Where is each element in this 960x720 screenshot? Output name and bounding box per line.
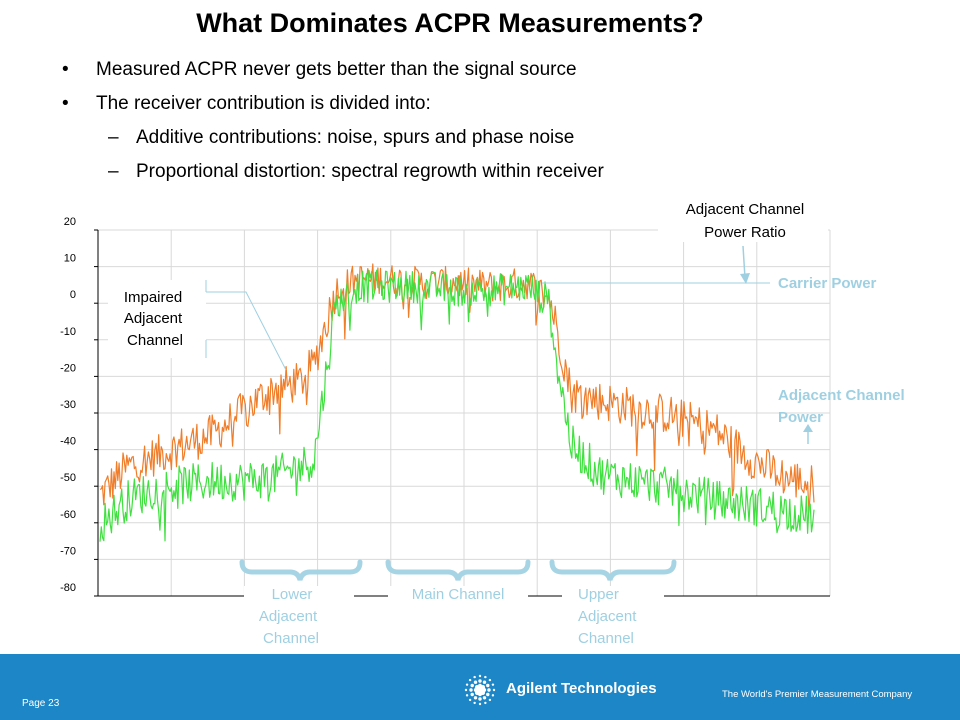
- y-tick-label: -50: [60, 472, 76, 484]
- acpr-callout: Adjacent Channel Power Ratio Carrier Pow…: [542, 196, 877, 292]
- spectrum-trace-0: [99, 263, 815, 513]
- impaired-label-line3: Channel: [127, 332, 183, 349]
- spark-dot: [491, 694, 495, 697]
- bullet-item: • Measured ACPR never gets better than t…: [62, 58, 922, 92]
- bullet-text: Measured ACPR never gets better than the…: [96, 59, 577, 80]
- acp-callout: Adjacent Channel Power: [778, 387, 905, 444]
- footer-tagline: The World's Premier Measurement Company: [722, 689, 913, 700]
- carrier-power-label: Carrier Power: [778, 275, 877, 292]
- spark-dot: [488, 698, 492, 702]
- spark-dot: [465, 683, 469, 686]
- acp-label-line1: Adjacent Channel: [778, 387, 905, 404]
- spark-dot: [486, 683, 490, 688]
- y-tick-label: -70: [60, 545, 76, 557]
- y-axis-ticks: 20 10 0 -10 -20 -30 -40 -50 -60 -70 -80: [60, 216, 98, 597]
- y-tick-label: -60: [60, 509, 76, 521]
- agilent-spark-icon: [464, 674, 496, 706]
- upper-adjacent-line3: Channel: [578, 630, 634, 647]
- impaired-callout: Impaired Adjacent Channel: [108, 280, 287, 371]
- spark-dot: [473, 701, 476, 705]
- channel-labels: Lower Adjacent Channel Main Channel Uppe…: [259, 586, 637, 647]
- y-tick-label: 10: [64, 253, 76, 265]
- main-channel-label: Main Channel: [412, 586, 505, 603]
- spark-dot: [478, 697, 482, 701]
- spark-dot: [470, 692, 474, 697]
- upper-adjacent-brace: [549, 559, 677, 581]
- page-number: Page 23: [22, 698, 60, 709]
- acpr-arrow-head: [740, 273, 750, 284]
- spark-dot: [473, 675, 476, 679]
- brand-name: Agilent Technologies: [506, 680, 657, 697]
- spark-dot: [488, 678, 492, 682]
- footer-bar: Page 23 Agilent Technologies The World's…: [0, 654, 960, 720]
- spark-dot: [491, 683, 495, 686]
- spectrum-trace-1: [99, 269, 815, 542]
- bullet-mark: •: [62, 93, 69, 114]
- lower-label-bg: [244, 586, 354, 648]
- spark-dot: [478, 679, 482, 683]
- spark-dot: [473, 696, 478, 700]
- lower-adjacent-line2: Adjacent: [259, 608, 318, 625]
- y-tick-label: 0: [70, 289, 76, 301]
- spark-center: [477, 687, 483, 693]
- channel-braces: [239, 559, 677, 581]
- spark-dot: [482, 680, 487, 684]
- y-tick-label: 20: [64, 216, 76, 228]
- bullet-mark: •: [62, 59, 69, 80]
- slide-title: What Dominates ACPR Measurements?: [196, 8, 704, 38]
- chart-grid: [97, 229, 831, 597]
- sub-bullet-text: Proportional distortion: spectral regrow…: [136, 161, 604, 182]
- spark-dot: [468, 678, 472, 682]
- impaired-label-line2: Adjacent: [124, 310, 183, 327]
- spark-dot: [465, 694, 469, 697]
- spark-dot: [469, 688, 473, 692]
- spark-dot: [484, 701, 487, 705]
- bullet-list: • Measured ACPR never gets better than t…: [62, 58, 922, 194]
- sub-bullet-item: – Additive contributions: noise, spurs a…: [62, 126, 922, 160]
- acpr-label-line2: Power Ratio: [704, 224, 786, 241]
- impaired-label-line1: Impaired: [124, 289, 182, 306]
- sub-bullet-text: Additive contributions: noise, spurs and…: [136, 127, 575, 148]
- sub-bullet-mark: –: [108, 161, 119, 182]
- spark-dot: [478, 674, 482, 678]
- sub-bullet-mark: –: [108, 127, 119, 148]
- spark-dot: [468, 698, 472, 702]
- main-channel-brace: [385, 559, 531, 581]
- y-tick-label: -30: [60, 399, 76, 411]
- spectrum-chart: 20 10 0 -10 -20 -30 -40 -50 -60 -70 -80 Impaired A…: [60, 196, 905, 648]
- impaired-leader-line: [206, 291, 287, 371]
- spark-dot: [484, 675, 487, 679]
- upper-adjacent-line1: Upper: [578, 586, 619, 603]
- spark-dot: [473, 680, 478, 684]
- spark-dot: [464, 688, 468, 692]
- spark-dot: [487, 688, 491, 692]
- y-tick-label: -10: [60, 326, 76, 338]
- sub-bullet-item: – Proportional distortion: spectral regr…: [62, 160, 922, 194]
- acp-arrow-head: [803, 424, 813, 432]
- y-tick-label: -80: [60, 582, 76, 594]
- y-tick-label: -40: [60, 436, 76, 448]
- lower-adjacent-line3: Channel: [263, 630, 319, 647]
- main-label-bg: [388, 586, 528, 608]
- upper-adjacent-line2: Adjacent: [578, 608, 637, 625]
- lower-adjacent-brace: [239, 559, 363, 581]
- acpr-arrow-shaft: [742, 245, 746, 279]
- spark-dot: [478, 702, 482, 706]
- spark-dot: [482, 696, 487, 700]
- bullet-item: • The receiver contribution is divided i…: [62, 92, 922, 126]
- lower-adjacent-line1: Lower: [272, 586, 313, 603]
- impaired-label-bg: [108, 280, 206, 358]
- y-tick-label: -20: [60, 362, 76, 374]
- acpr-label-bg: [658, 196, 828, 242]
- bullet-text: The receiver contribution is divided int…: [96, 93, 431, 114]
- acp-label-line2: Power: [778, 409, 823, 426]
- chart-traces: [99, 263, 815, 542]
- upper-label-bg: [562, 586, 664, 648]
- acpr-label-line1: Adjacent Channel: [686, 201, 804, 218]
- spark-dot: [492, 688, 496, 692]
- spark-dot: [486, 692, 490, 697]
- spark-dot: [470, 683, 474, 688]
